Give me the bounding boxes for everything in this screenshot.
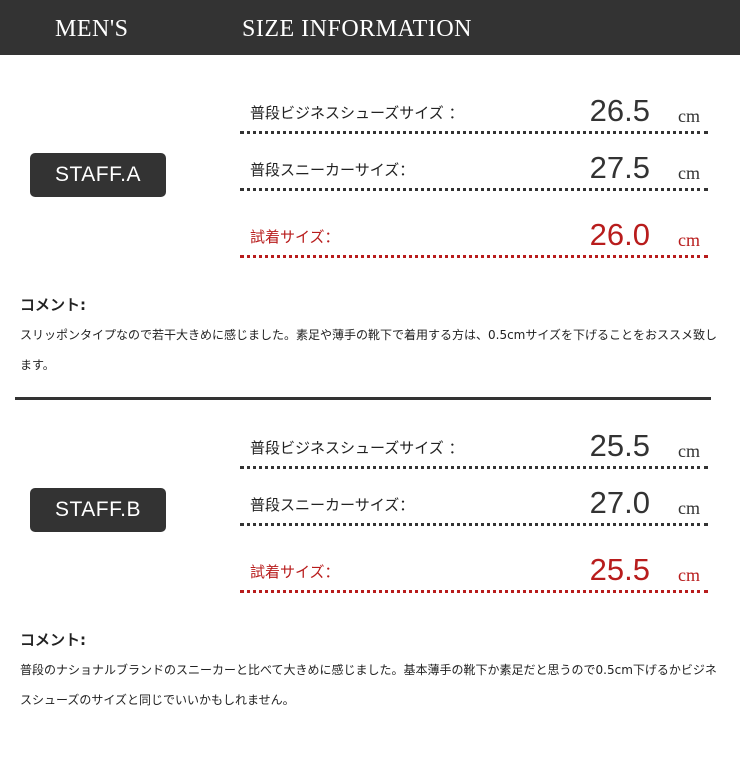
- row-value: 27.5: [589, 150, 650, 185]
- category-label: MEN'S: [55, 16, 129, 42]
- staff-b-section: STAFF.B 普段ビジネスシューズサイズ ： 25.5 cm 普段スニーカーサ…: [0, 425, 740, 760]
- row-value: 25.5: [589, 428, 650, 463]
- row-label: 試着サイズ：: [250, 563, 340, 581]
- staff-badge: STAFF.A: [30, 153, 166, 197]
- row-unit: cm: [678, 565, 700, 585]
- header-bar: MEN'S SIZE INFORMATION: [0, 0, 740, 55]
- fitting-size-row: 試着サイズ： 25.5 cm: [240, 552, 708, 593]
- comment-title: コメント:: [20, 631, 86, 649]
- row-value: 25.5: [589, 552, 650, 587]
- row-unit: cm: [678, 106, 700, 126]
- row-unit: cm: [678, 163, 700, 183]
- comment-text: スリッポンタイプなので若干大きめに感じました。素足や薄手の靴下で着用する方は、0…: [20, 328, 718, 372]
- row-value: 26.5: [589, 93, 650, 128]
- row-value: 26.0: [589, 217, 650, 252]
- page-title: SIZE INFORMATION: [242, 16, 472, 42]
- comment-title: コメント:: [20, 296, 86, 314]
- business-shoe-size-row: 普段ビジネスシューズサイズ ： 26.5 cm: [240, 93, 708, 134]
- row-unit: cm: [678, 230, 700, 250]
- section-divider: [15, 397, 711, 400]
- business-shoe-size-row: 普段ビジネスシューズサイズ ： 25.5 cm: [240, 428, 708, 469]
- row-label: 普段ビジネスシューズサイズ ：: [250, 104, 464, 122]
- sneaker-size-row: 普段スニーカーサイズ： 27.5 cm: [240, 150, 708, 191]
- comment-text: 普段のナショナルブランドのスニーカーと比べて大きめに感じました。基本薄手の靴下か…: [20, 663, 717, 707]
- row-value: 27.0: [589, 485, 650, 520]
- staff-badge: STAFF.B: [30, 488, 166, 532]
- sneaker-size-row: 普段スニーカーサイズ： 27.0 cm: [240, 485, 708, 526]
- row-unit: cm: [678, 441, 700, 461]
- staff-a-section: STAFF.A 普段ビジネスシューズサイズ ： 26.5 cm 普段スニーカーサ…: [0, 90, 740, 425]
- fitting-size-row: 試着サイズ： 26.0 cm: [240, 217, 708, 258]
- row-unit: cm: [678, 498, 700, 518]
- row-label: 普段スニーカーサイズ：: [250, 496, 415, 514]
- row-label: 普段ビジネスシューズサイズ ：: [250, 439, 464, 457]
- row-label: 普段スニーカーサイズ：: [250, 161, 415, 179]
- row-label: 試着サイズ：: [250, 228, 340, 246]
